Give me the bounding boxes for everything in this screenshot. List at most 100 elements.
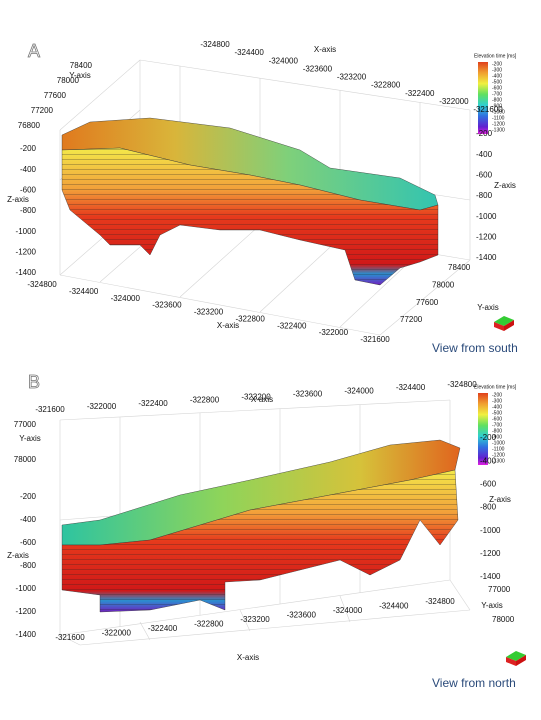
axis-title: Z-axis [494,181,516,190]
z-tick-label: -1400 [16,268,37,277]
z-tick-label: -200 [476,129,493,138]
x-tick-label: -322000 [319,328,349,337]
z-tick-label: -400 [20,515,37,524]
x-tick-label: -321600 [360,335,390,344]
y-tick-label: 77600 [416,298,439,307]
colorbar-label: -800 [492,428,502,434]
x-tick-label: -323600 [152,301,182,310]
y-tick-label: 78400 [448,263,471,272]
z-tick-label: -1400 [480,572,501,581]
axis-title: Y-axis [19,434,41,443]
x-tick-label: -324400 [379,602,409,611]
x-tick-label: -324400 [234,48,264,57]
x-tick-label: -323200 [240,615,270,624]
x-tick-label: -324800 [200,40,230,49]
colorbar-label: -1200 [492,121,505,127]
z-tick-label: -1000 [16,584,37,593]
x-tick-label: -322400 [138,399,168,408]
x-tick-label: -322800 [194,620,224,629]
colorbar-label: -1200 [492,452,505,458]
z-tick-label: -800 [476,191,493,200]
z-tick-label: -600 [476,170,493,179]
axis-title: Y-axis [69,71,91,80]
colorbar-b [478,393,488,465]
colorbar-label: -1000 [492,440,505,446]
colorbar-label: -300 [492,67,502,73]
y-tick-label: 77200 [400,315,423,324]
panel-letter: B [28,372,40,392]
x-tick-label: -322000 [102,629,132,638]
y-tick-label: 76800 [18,121,41,130]
colorbar-label: -900 [492,103,502,109]
x-tick-label: -324800 [425,597,455,606]
x-tick-label: -323600 [303,64,333,73]
x-tick-label: -321600 [473,105,503,114]
z-tick-label: -1200 [480,549,501,558]
colorbar-label: -600 [492,416,502,422]
x-tick-label: -322800 [235,314,265,323]
x-tick-label: -321600 [55,633,85,642]
x-tick-label: -322400 [405,89,435,98]
x-tick-label: -322400 [277,321,307,330]
axis-title: X-axis [237,653,259,662]
z-tick-label: -800 [480,503,497,512]
x-tick-label: -321600 [35,405,65,414]
y-tick-label: 78400 [70,61,93,70]
z-tick-label: -1200 [476,232,497,241]
axis-title: X-axis [251,395,273,404]
x-tick-label: -323600 [287,611,317,620]
axis-title: Z-axis [7,551,29,560]
colorbar-label: -400 [492,73,502,79]
x-tick-label: -322400 [148,624,178,633]
colorbar-label: -500 [492,410,502,416]
colorbar-a [478,62,488,134]
x-tick-label: -322800 [190,396,220,405]
z-tick-label: -600 [20,185,37,194]
x-tick-label: -324000 [333,606,363,615]
y-tick-label: 77600 [44,91,67,100]
axis-title: X-axis [314,45,336,54]
colorbar-label: -700 [492,422,502,428]
y-tick-label: 77000 [488,585,511,594]
x-tick-label: -322800 [371,81,401,90]
z-tick-label: -200 [20,492,37,501]
colorbar-label: -500 [492,79,502,85]
z-tick-label: -1200 [16,607,37,616]
axis-title: Y-axis [477,303,499,312]
colorbar-label: -200 [492,392,502,398]
colorbar-label: -1300 [492,458,505,464]
z-tick-label: -1400 [476,253,497,262]
model-a [61,117,439,286]
z-tick-label: -400 [20,165,37,174]
y-tick-label: 78000 [57,76,80,85]
z-tick-label: -1000 [476,212,497,221]
y-tick-label: 77200 [31,106,54,115]
z-tick-label: -1400 [16,630,37,639]
y-tick-label: 77000 [14,420,37,429]
z-tick-label: -1200 [16,247,37,256]
colorbar-label: -700 [492,91,502,97]
x-tick-label: -324000 [344,386,374,395]
y-tick-label: 78000 [14,455,37,464]
x-tick-label: -324800 [447,380,477,389]
x-tick-label: -323200 [337,73,367,82]
colorbar-label: -1300 [492,127,505,133]
y-tick-label: 78000 [492,615,515,624]
z-tick-label: -600 [20,538,37,547]
x-tick-label: -323200 [194,308,224,317]
view-icon-a [494,316,514,331]
z-tick-label: -400 [480,456,497,465]
panel-letter: A [28,41,40,61]
axis-title: Z-axis [489,495,511,504]
colorbar-label: -300 [492,398,502,404]
colorbar-label: -1100 [492,446,505,452]
y-tick-label: 78000 [432,280,455,289]
x-tick-label: -324000 [111,294,141,303]
x-tick-label: -322000 [439,97,469,106]
x-tick-label: -324400 [396,383,426,392]
z-tick-label: -200 [20,144,37,153]
z-tick-label: -200 [480,433,497,442]
colorbar-label: -800 [492,97,502,103]
model-b [61,439,461,613]
